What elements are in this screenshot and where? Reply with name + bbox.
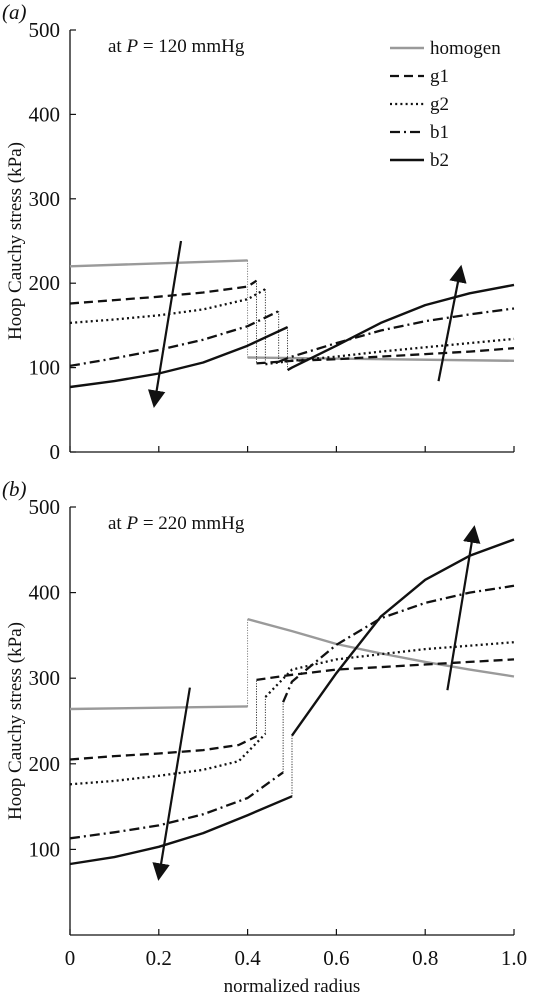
- series-line-g1: [69, 735, 258, 761]
- y-tick-label: 400: [29, 581, 61, 605]
- trend-arrow: [446, 525, 481, 691]
- y-axis-label: Hoop Cauchy stress (kPa): [5, 142, 26, 340]
- series-line-g2: [69, 288, 266, 325]
- trend-arrow: [152, 687, 191, 881]
- series-line-homogen: [247, 617, 515, 678]
- legend-label-b2: b2: [430, 150, 449, 171]
- series-g2: [69, 641, 515, 786]
- series-line-g1: [256, 658, 515, 682]
- series-b1: [69, 584, 515, 840]
- y-tick-label: 500: [29, 495, 61, 519]
- series-line-b2: [69, 326, 289, 389]
- series-line-g2: [69, 732, 267, 786]
- x-axis-label: normalized radius: [224, 976, 361, 997]
- pressure-annotation: at P = 120 mmHg: [108, 36, 245, 57]
- series-g1: [69, 279, 515, 365]
- series-line-b1: [69, 310, 280, 368]
- legend: homogen g1 g2 b1 b2: [390, 38, 501, 171]
- series-homogen: [69, 259, 515, 362]
- x-tick-label: 1.0: [501, 946, 527, 970]
- x-tick-label: 0.2: [146, 946, 172, 970]
- x-tick-label: 0.4: [234, 946, 261, 970]
- pressure-annotation: at P = 220 mmHg: [108, 513, 245, 534]
- series-line-homogen: [69, 259, 248, 268]
- series-line-homogen: [69, 705, 248, 711]
- y-tick-label: 300: [29, 187, 61, 211]
- legend-label-b1: b1: [430, 122, 449, 143]
- y-tick-label: 0: [50, 440, 61, 464]
- series-g1: [69, 658, 515, 761]
- y-tick-label: 400: [29, 102, 61, 126]
- series-line-g2: [265, 337, 515, 366]
- series-line-b1: [282, 584, 515, 703]
- y-axis-label: Hoop Cauchy stress (kPa): [5, 622, 26, 820]
- series-line-b2: [69, 795, 293, 866]
- x-tick-label: 0: [65, 946, 76, 970]
- panel-b: 100 200 300 400 500 0 0.2 0.4 0.6 0.8 1.0 Hoop Cauc…: [2, 477, 527, 997]
- y-tick-label: 300: [29, 666, 61, 690]
- series-line-homogen: [247, 356, 515, 362]
- y-tick-label: 200: [29, 271, 61, 295]
- series-line-b2: [291, 538, 515, 737]
- series-homogen: [69, 617, 515, 711]
- legend-label-homogen: homogen: [430, 38, 501, 59]
- series-line-g1: [69, 279, 258, 305]
- panel-a: 0 100 200 300 400 500 Hoop Cauchy stress (kPa)…: [2, 0, 515, 464]
- y-tick-label: 500: [29, 18, 61, 42]
- panel-label: (b): [2, 477, 27, 501]
- series-line-b1: [278, 307, 515, 363]
- x-tick-label: 0.6: [323, 946, 349, 970]
- series-line-g2: [264, 641, 515, 698]
- y-tick-label: 100: [29, 356, 61, 380]
- series-b2: [69, 538, 515, 866]
- x-tick-label: 0.8: [412, 946, 438, 970]
- series-line-b2: [287, 283, 515, 372]
- legend-label-g2: g2: [430, 94, 449, 115]
- trend-arrow: [147, 240, 183, 408]
- panel-label: (a): [2, 0, 27, 24]
- legend-label-g1: g1: [430, 66, 449, 87]
- series-b2: [69, 283, 515, 389]
- trend-arrow: [437, 264, 467, 382]
- series-g2: [69, 288, 515, 366]
- series-b1: [69, 307, 515, 368]
- y-tick-label: 100: [29, 837, 61, 861]
- y-tick-label: 200: [29, 752, 61, 776]
